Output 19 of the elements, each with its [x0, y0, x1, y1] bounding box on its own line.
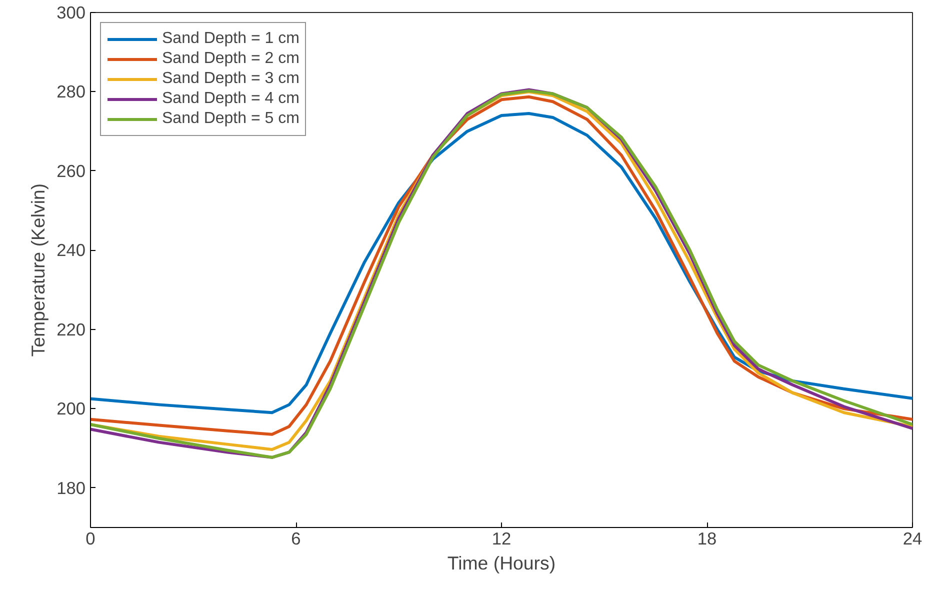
- legend-label: Sand Depth = 4 cm: [162, 90, 300, 108]
- x-tick-label: 0: [86, 528, 96, 548]
- x-tick-label: 6: [291, 528, 301, 548]
- y-tick-label: 300: [56, 2, 86, 22]
- y-tick-label: 180: [56, 478, 86, 498]
- x-tick-label: 18: [697, 528, 717, 548]
- legend-label: Sand Depth = 1 cm: [162, 30, 300, 48]
- legend-label: Sand Depth = 3 cm: [162, 70, 300, 88]
- y-tick-label: 260: [56, 160, 86, 181]
- y-tick-label: 280: [56, 82, 86, 102]
- y-tick-label: 240: [56, 240, 86, 260]
- x-axis-title: Time (Hours): [447, 552, 556, 574]
- y-tick-label: 200: [56, 398, 86, 419]
- legend-label: Sand Depth = 5 cm: [162, 110, 300, 128]
- x-tick-label: 24: [902, 528, 922, 548]
- y-tick-label: 220: [56, 319, 86, 340]
- y-axis-title: Temperature (Kelvin): [28, 183, 49, 357]
- x-tick-label: 12: [492, 528, 512, 548]
- legend-label: Sand Depth = 2 cm: [162, 50, 300, 68]
